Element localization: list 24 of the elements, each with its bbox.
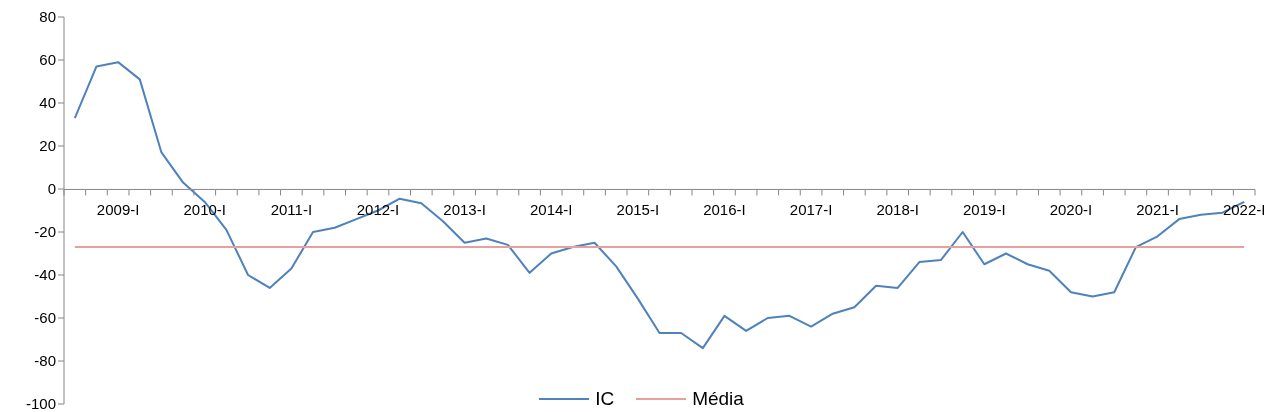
x-tick-label: 2016-I (703, 201, 746, 219)
y-tick-label: -80 (34, 352, 56, 370)
y-tick-label: -60 (34, 309, 56, 327)
x-tick-label: 2009-I (96, 201, 140, 219)
y-tick-label: 20 (39, 137, 56, 155)
x-tick-label: 2021-I (1136, 201, 1179, 219)
y-tick-label: -20 (34, 223, 56, 241)
y-tick-label: 40 (39, 94, 56, 112)
x-tick-label: 2011-I (270, 201, 313, 219)
x-tick-label: 2014-I (529, 201, 573, 219)
y-tick-label: -100 (25, 395, 56, 412)
x-tick-label: 2013-I (443, 201, 486, 219)
x-tick-label: 2020-I (1049, 201, 1093, 219)
y-tick-label: 0 (47, 180, 56, 198)
x-tick-label: 2019-I (963, 201, 1006, 219)
y-tick-label: 60 (39, 51, 56, 69)
x-tick-label: 2018-I (876, 201, 919, 219)
x-tick-label: 2022-I (1222, 201, 1266, 219)
x-tick-label: 2017-I (789, 201, 833, 219)
legend-label: Média (692, 388, 744, 410)
legend-label: IC (595, 388, 615, 410)
y-tick-label: -40 (34, 266, 56, 284)
x-tick-label: 2015-I (616, 201, 660, 219)
y-tick-label: 80 (39, 8, 56, 26)
